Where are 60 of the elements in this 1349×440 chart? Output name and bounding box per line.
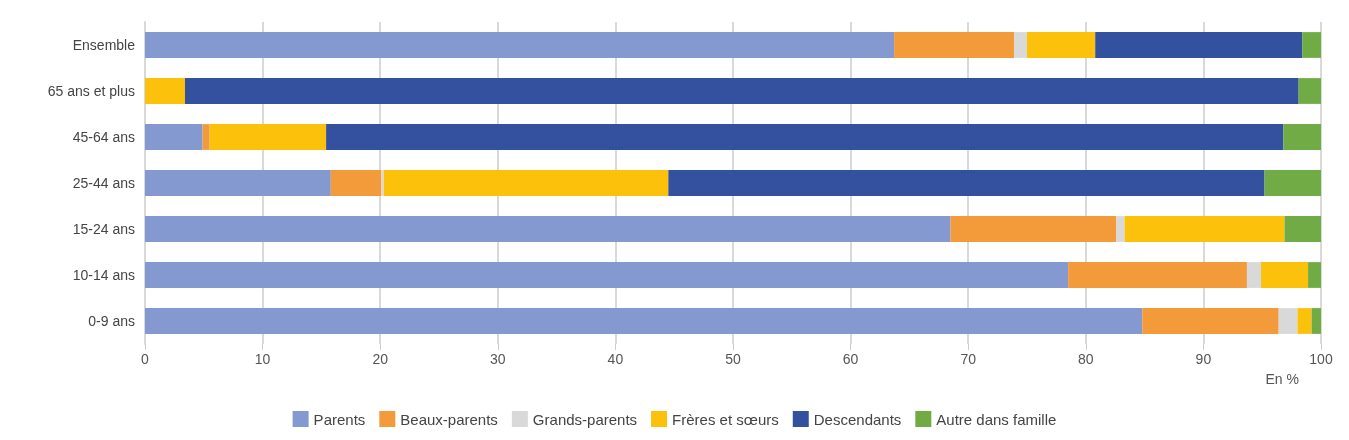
bar: [1283, 124, 1321, 150]
y-tick-label: 15-24 ans: [72, 221, 135, 237]
bar: [1284, 216, 1321, 242]
bar: [145, 216, 951, 242]
bar: [1278, 308, 1298, 334]
bar: [381, 170, 384, 196]
bar: [330, 170, 382, 196]
bar: [145, 124, 203, 150]
bar: [1297, 308, 1312, 334]
y-tick-label: 45-64 ans: [72, 129, 135, 145]
bar: [668, 170, 1265, 196]
bar: [1027, 32, 1096, 58]
y-tick-label: 0-9 ans: [88, 313, 135, 329]
x-tick-label: 10: [254, 351, 271, 367]
bar: [1014, 32, 1027, 58]
bar: [1311, 308, 1321, 334]
bar: [326, 124, 1284, 150]
bar: [145, 32, 895, 58]
bar: [145, 78, 185, 104]
x-tick-label: 20: [372, 351, 389, 367]
bar: [1264, 170, 1321, 196]
bar: [1261, 262, 1309, 288]
bar: [1298, 78, 1321, 104]
x-tick-label: 70: [960, 351, 977, 367]
y-tick-label: 10-14 ans: [72, 267, 135, 283]
legend-label: Parents: [313, 410, 366, 428]
x-tick-label: 30: [490, 351, 506, 367]
bar: [1068, 262, 1247, 288]
x-tick-label: 0: [141, 351, 150, 367]
bar: [145, 262, 1069, 288]
y-tick-label: 65 ans et plus: [47, 83, 135, 99]
bar: [145, 308, 1143, 334]
bar: [1095, 32, 1303, 58]
x-tick-label: 50: [725, 351, 741, 367]
legend-label: Descendants: [813, 410, 902, 428]
bar: [1116, 216, 1125, 242]
y-tick-label: 25-44 ans: [72, 175, 135, 191]
bar: [1124, 216, 1285, 242]
legend-label: Grands-parents: [532, 410, 638, 428]
bar: [145, 170, 331, 196]
bar: [383, 170, 669, 196]
legend-label: Autre dans famille: [936, 410, 1057, 428]
x-tick-label: 80: [1078, 351, 1094, 367]
x-axis-title: En %: [1265, 371, 1299, 387]
bar: [1302, 32, 1321, 58]
x-tick-label: 60: [842, 351, 859, 367]
bar: [1246, 262, 1262, 288]
bar: [1142, 308, 1279, 334]
x-tick-label: 40: [607, 351, 624, 367]
bar: [184, 78, 1299, 104]
bar: [209, 124, 327, 150]
x-tick-label: 100: [1309, 351, 1333, 367]
bar: [950, 216, 1117, 242]
y-tick-label: Ensemble: [72, 37, 136, 53]
x-tick-label: 90: [1195, 351, 1212, 367]
bar: [1308, 262, 1321, 288]
bar: [202, 124, 210, 150]
bar: [894, 32, 1015, 58]
legend-label: Beaux-parents: [400, 410, 498, 428]
legend-label: Frères et sœurs: [672, 410, 779, 428]
